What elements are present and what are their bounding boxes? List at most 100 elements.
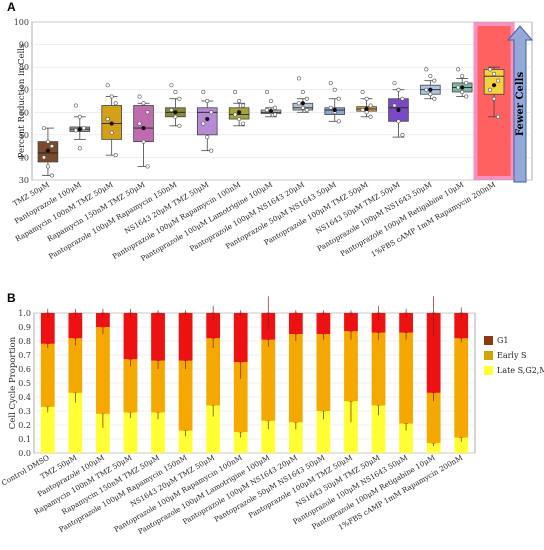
box-mean	[173, 110, 178, 115]
data-point	[460, 74, 465, 79]
data-point	[364, 110, 369, 115]
stacked-bar-segment	[96, 413, 110, 453]
data-point	[364, 96, 369, 101]
data-point	[233, 89, 238, 94]
data-point	[360, 89, 365, 94]
stacked-bar-segment	[178, 360, 193, 431]
stacked-bar-segment	[151, 360, 165, 413]
stacked-bar-segment	[316, 411, 331, 453]
data-point	[392, 80, 397, 85]
fewer-cells-arrow: Fewer Cells	[506, 25, 534, 183]
data-point	[141, 101, 146, 106]
box-group	[420, 67, 441, 101]
data-point	[113, 101, 118, 106]
data-point	[272, 105, 277, 110]
data-point	[49, 144, 54, 149]
panel-b-y-axis-label: Cell Cycle Proportion	[8, 336, 18, 429]
box-mean	[364, 106, 369, 111]
stacked-bar-segment	[288, 422, 303, 453]
data-point	[233, 112, 238, 117]
stacked-bar-segment	[426, 392, 441, 444]
stacked-bar-segment	[96, 327, 110, 414]
stacked-bar-segment	[206, 338, 221, 406]
panel-b-y-tick-label: 0.5	[18, 379, 31, 388]
data-point	[237, 117, 242, 122]
data-point	[49, 173, 54, 178]
panel-b-stacked-bar-chart: 0.00.10.20.30.40.50.60.70.80.91.0 Contro…	[0, 296, 544, 536]
stacked-bar-segment	[40, 343, 55, 407]
data-point	[145, 164, 150, 169]
box-group	[324, 80, 346, 124]
box	[196, 107, 218, 136]
panel-a-y-tick-label: 70	[19, 86, 29, 95]
box-group	[292, 76, 314, 113]
data-point	[336, 119, 341, 124]
data-point	[432, 78, 437, 83]
data-point	[113, 153, 118, 158]
data-point	[328, 80, 333, 85]
data-point	[264, 89, 269, 94]
box-mean	[109, 121, 114, 126]
legend-label: Late S,G2,M	[497, 366, 544, 375]
data-point	[105, 117, 110, 122]
panel-b-y-tick-label: 0.7	[18, 351, 31, 360]
data-point	[424, 87, 429, 92]
legend-swatch	[484, 366, 493, 375]
data-point	[496, 78, 501, 83]
stacked-bar-segment	[206, 313, 221, 339]
data-point	[400, 96, 405, 101]
box-mean	[428, 87, 433, 92]
data-point	[328, 105, 333, 110]
data-point	[205, 135, 210, 140]
data-point	[41, 126, 46, 131]
box-group	[133, 94, 154, 169]
data-point	[424, 67, 429, 72]
data-point	[464, 80, 469, 85]
stacked-bar-segment	[399, 332, 413, 424]
data-point	[428, 92, 433, 97]
box-mean	[268, 109, 274, 114]
data-point	[272, 112, 277, 117]
panel-a-y-tick-label: 30	[19, 176, 29, 185]
data-point	[296, 76, 301, 81]
data-point	[201, 89, 206, 94]
data-point	[73, 128, 78, 133]
stacked-bar-segment	[68, 338, 83, 393]
stacked-bar-segment	[454, 313, 469, 339]
panel-b-legend: G1 Early S Late S,G2,M	[484, 336, 544, 375]
stacked-bar-segment	[344, 331, 358, 402]
box-mean	[205, 116, 210, 122]
box-mean	[141, 125, 146, 131]
panel-b-y-tick-label: 0.8	[18, 337, 31, 346]
stacked-bar-segment	[399, 423, 413, 453]
legend-label: Early S	[497, 351, 527, 360]
data-point	[45, 139, 50, 144]
box-group	[356, 89, 377, 119]
data-point	[237, 99, 242, 104]
stacked-bar-segment	[233, 362, 248, 432]
panel-b-letter: B	[7, 291, 16, 305]
stacked-bar-segment	[40, 406, 55, 453]
data-point	[488, 87, 493, 92]
panel-a-y-axis-label: Percent Reduction in Cells	[17, 44, 27, 159]
box-group	[101, 83, 122, 158]
data-point	[368, 114, 373, 119]
legend-label: G1	[497, 336, 508, 345]
stacked-bar-segment	[178, 430, 193, 453]
box-mean	[77, 127, 82, 132]
stacked-bar-segment	[371, 332, 386, 406]
data-point	[304, 96, 309, 101]
panel-a-y-tick-label: 50	[19, 131, 29, 140]
data-point	[492, 96, 497, 101]
box-mean	[237, 110, 242, 115]
legend-swatch	[484, 336, 493, 345]
data-point	[300, 105, 305, 110]
box-group	[37, 126, 59, 178]
box-mean	[491, 83, 497, 88]
data-point	[205, 99, 210, 104]
data-point	[304, 108, 309, 113]
stacked-bar-segment	[68, 392, 83, 453]
data-point	[460, 89, 465, 94]
